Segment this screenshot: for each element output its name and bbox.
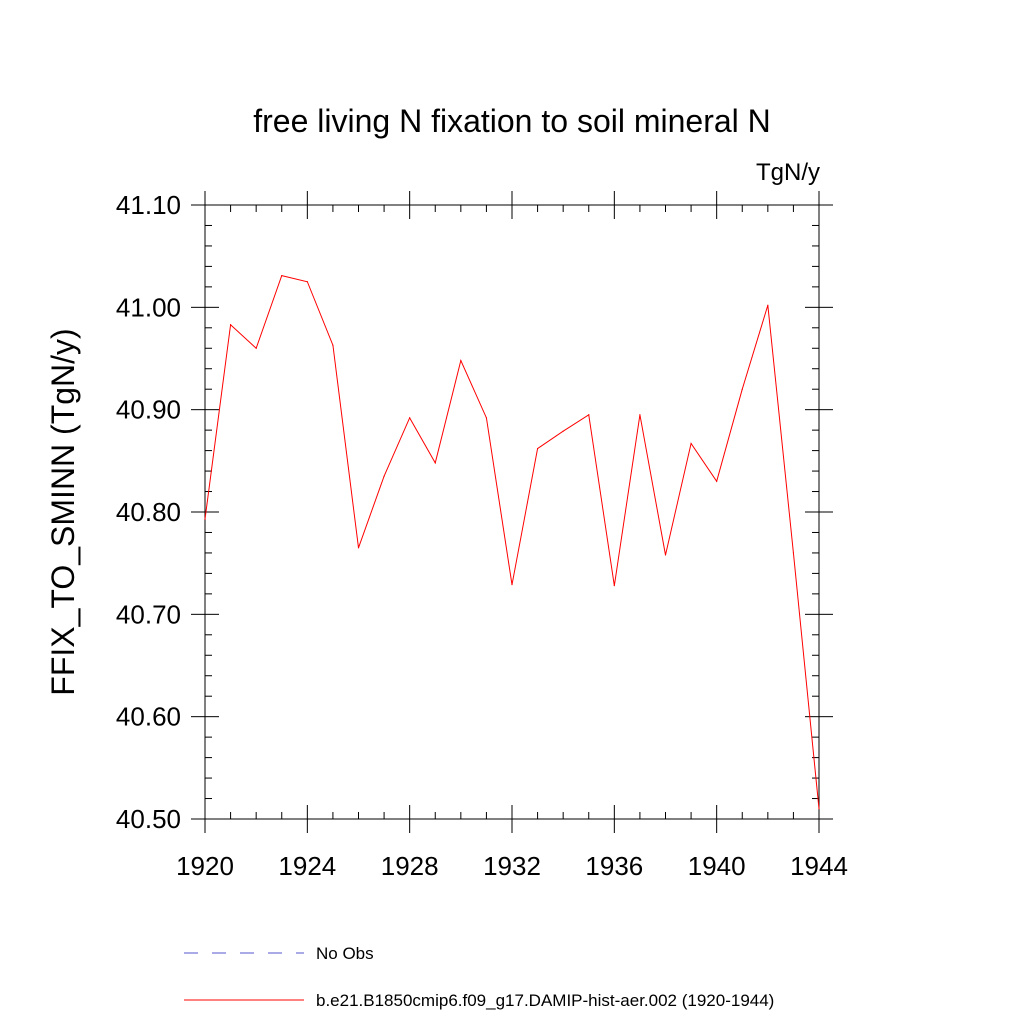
x-tick-label: 1940: [688, 851, 746, 881]
y-axis: 40.50 40.60 40.70 40.80 40.90 41.00 41.10: [116, 190, 833, 834]
units-label: TgN/y: [756, 159, 820, 186]
data-point: [588, 414, 590, 416]
data-point: [716, 480, 718, 482]
data-point: [306, 281, 308, 283]
data-point: [204, 518, 206, 520]
data-point: [511, 584, 513, 586]
data-point: [383, 475, 385, 477]
x-tick-label: 1924: [278, 851, 336, 881]
y-tick-label: 40.90: [116, 395, 181, 425]
y-tick-label: 40.50: [116, 804, 181, 834]
y-axis-label: FFIX_TO_SMINN (TgN/y): [45, 328, 81, 695]
data-point: [434, 462, 436, 464]
data-point: [664, 554, 667, 556]
series-line-1: [204, 275, 820, 809]
series-layer: [204, 275, 820, 810]
data-point: [357, 547, 360, 549]
x-tick-label: 1920: [176, 851, 234, 881]
data-point: [818, 808, 820, 810]
y-tick-label: 40.70: [116, 599, 181, 629]
data-point: [690, 442, 692, 445]
data-point: [792, 552, 795, 554]
y-tick-label: 40.80: [116, 497, 181, 527]
plot-frame: [204, 204, 820, 820]
x-tick-label: 1944: [790, 851, 848, 881]
x-tick-label: 1932: [483, 851, 541, 881]
y-tick-label: 41.00: [116, 292, 181, 322]
data-point: [255, 347, 257, 349]
y-tick-label: 41.10: [116, 190, 181, 220]
y-tick-label: 40.60: [116, 702, 181, 732]
data-point: [485, 417, 488, 419]
data-point: [767, 304, 769, 306]
plot-border: [204, 204, 820, 820]
x-tick-label: 1928: [381, 851, 439, 881]
data-point: [562, 430, 564, 432]
x-axis: 1920 1924 1928 1932 1936 1940 1944: [176, 191, 848, 881]
data-point: [639, 414, 641, 416]
minor-ticks: [205, 205, 819, 819]
chart-title: free living N fixation to soil mineral N: [253, 103, 771, 139]
data-point: [332, 344, 334, 346]
data-point: [409, 417, 411, 419]
data-point: [281, 275, 283, 277]
legend-label: No Obs: [316, 944, 374, 963]
data-point: [460, 359, 462, 362]
data-point: [536, 447, 539, 450]
data-point: [741, 388, 743, 390]
legend: No Obs b.e21.B1850cmip6.f09_g17.DAMIP-his…: [184, 944, 774, 1010]
data-point: [229, 324, 232, 326]
x-tick-label: 1936: [585, 851, 643, 881]
legend-label: b.e21.B1850cmip6.f09_g17.DAMIP-hist-aer.…: [316, 991, 774, 1010]
data-point: [613, 585, 615, 587]
